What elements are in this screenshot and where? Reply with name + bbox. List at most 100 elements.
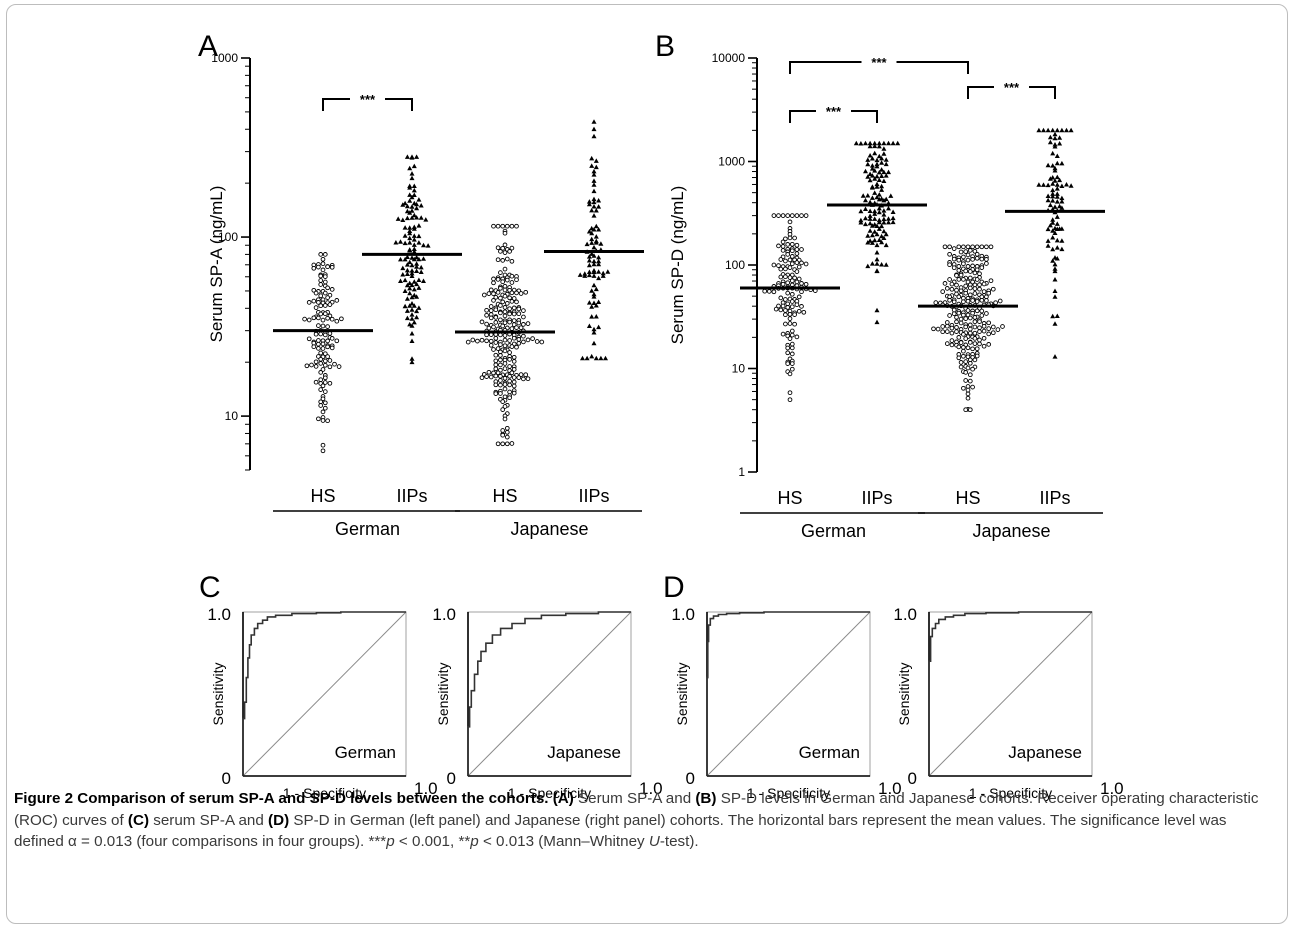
data-point [961, 244, 966, 250]
data-point [879, 183, 885, 189]
data-point [984, 298, 989, 303]
data-point [521, 339, 526, 345]
data-point [1054, 194, 1060, 199]
data-point [320, 323, 326, 329]
data-point [320, 346, 326, 351]
data-point [498, 342, 503, 347]
data-point [974, 299, 980, 304]
data-point [867, 143, 873, 149]
data-point [1050, 258, 1056, 263]
roc-diagonal [706, 611, 871, 777]
data-point [771, 262, 777, 268]
data-point [944, 320, 950, 325]
data-point [523, 372, 529, 378]
data-point [1059, 183, 1065, 188]
data-point [1054, 237, 1060, 243]
y-tick-label: 1 [738, 465, 745, 479]
data-point [876, 219, 882, 225]
data-point [521, 376, 526, 382]
data-point [785, 305, 791, 310]
data-point [425, 243, 431, 248]
data-point [972, 286, 978, 291]
data-point [414, 281, 420, 287]
data-point [794, 242, 800, 248]
data-point [787, 397, 793, 403]
data-point [591, 168, 597, 174]
data-point [1050, 246, 1056, 252]
data-point [787, 316, 793, 321]
data-point [799, 281, 804, 286]
data-point [320, 448, 326, 454]
data-point [593, 240, 599, 245]
roc-x-end-label: 1.0 [414, 779, 438, 798]
data-point [963, 359, 969, 364]
data-point [418, 264, 424, 270]
data-point [944, 329, 950, 334]
data-point [334, 318, 340, 324]
data-point [796, 294, 802, 300]
data-point [967, 372, 973, 378]
data-point [329, 316, 335, 322]
significance-label: *** [1004, 80, 1020, 95]
data-point [591, 253, 597, 258]
data-point [863, 215, 868, 221]
data-point [407, 228, 413, 233]
data-point [1054, 245, 1060, 250]
data-point [984, 294, 989, 300]
data-point [493, 320, 499, 325]
data-point [967, 326, 973, 332]
data-point [411, 319, 417, 325]
roc-cohort-label: German [335, 743, 396, 762]
data-point [407, 185, 413, 190]
data-point [500, 245, 506, 251]
data-point [320, 396, 326, 402]
significance-bracket [789, 61, 862, 74]
data-point [1059, 238, 1065, 243]
data-point [586, 272, 592, 278]
data-point [507, 311, 512, 317]
data-point [865, 263, 871, 269]
data-point [411, 242, 417, 247]
data-point [516, 375, 522, 380]
data-point [498, 270, 503, 275]
x-category-label: IIPs [861, 488, 892, 508]
data-point [799, 304, 804, 309]
data-point [313, 290, 319, 296]
data-point [965, 264, 971, 269]
data-point [886, 219, 891, 225]
data-point [979, 308, 985, 314]
data-point [970, 384, 975, 390]
data-point [867, 238, 873, 243]
data-point [789, 366, 795, 372]
data-point [398, 278, 403, 283]
series-B-3 [1036, 127, 1074, 359]
data-point [794, 251, 800, 256]
data-point [591, 261, 597, 267]
data-point [507, 306, 512, 312]
series-B-1 [853, 140, 901, 325]
data-point [577, 272, 583, 277]
data-point [329, 287, 335, 292]
data-point [951, 256, 957, 262]
data-point [507, 364, 512, 369]
data-point [876, 196, 882, 202]
data-point [944, 286, 950, 291]
data-point [876, 226, 882, 231]
data-point [318, 399, 324, 405]
data-point [1047, 134, 1053, 140]
data-point [421, 242, 426, 248]
data-point [780, 331, 786, 337]
data-point [591, 199, 597, 205]
data-point [1052, 144, 1058, 149]
data-point [979, 313, 985, 318]
data-point [1052, 168, 1058, 173]
data-point [322, 351, 328, 357]
data-point [416, 285, 422, 290]
group-label: Japanese [972, 521, 1050, 541]
data-point [404, 208, 410, 214]
data-point [596, 227, 602, 232]
data-point [404, 154, 410, 159]
data-point [502, 386, 508, 392]
caption-text-f: < 0.013 (Mann–Whitney [478, 833, 649, 850]
data-point [1052, 268, 1058, 274]
